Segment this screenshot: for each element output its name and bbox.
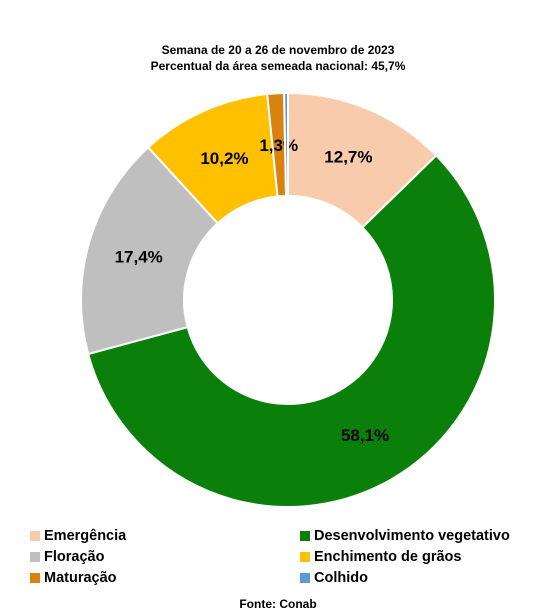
legend-swatch-3 <box>300 552 310 562</box>
legend-label-4: Maturação <box>44 570 117 586</box>
legend-swatch-2 <box>30 552 40 562</box>
slice-2 <box>80 145 220 356</box>
legend-item-5: Colhido <box>300 569 550 587</box>
slice-label-3: 10,2% <box>200 149 248 168</box>
legend-item-4: Maturação <box>30 569 300 587</box>
legend-item-2: Floração <box>30 548 300 566</box>
legend-item-0: Emergência <box>30 527 300 545</box>
legend-label-3: Enchimento de grãos <box>314 549 462 565</box>
legend-swatch-1 <box>300 531 310 541</box>
slice-1 <box>86 154 496 508</box>
legend-item-1: Desenvolvimento vegetativo <box>300 527 550 545</box>
chart-subtitle: Percentual da área semeada nacional: 45,… <box>150 59 406 73</box>
slice-label-4: 1,3% <box>259 136 298 155</box>
slice-label-2: 17,4% <box>115 248 163 267</box>
chart-source: Fonte: Conab <box>239 597 317 611</box>
legend-label-5: Colhido <box>314 570 368 586</box>
slice-5 <box>283 91 289 198</box>
slice-label-1: 58,1% <box>341 426 389 445</box>
legend-label-0: Emergência <box>44 528 127 544</box>
legend-label-1: Desenvolvimento vegetativo <box>314 528 510 544</box>
legend-swatch-4 <box>30 573 40 583</box>
legend-item-3: Enchimento de grãos <box>300 548 550 566</box>
legend-label-2: Floração <box>44 549 105 565</box>
donut-chart: 12,7% 58,1% 17,4% 10,2% 1,3% <box>80 91 496 508</box>
chart-legend: Emergência Desenvolvimento vegetativo Flor… <box>30 527 550 587</box>
legend-swatch-5 <box>300 573 310 583</box>
slice-label-0: 12,7% <box>324 148 372 167</box>
legend-swatch-0 <box>30 531 40 541</box>
chart-title: Semana de 20 a 26 de novembro de 2023 <box>161 43 395 57</box>
